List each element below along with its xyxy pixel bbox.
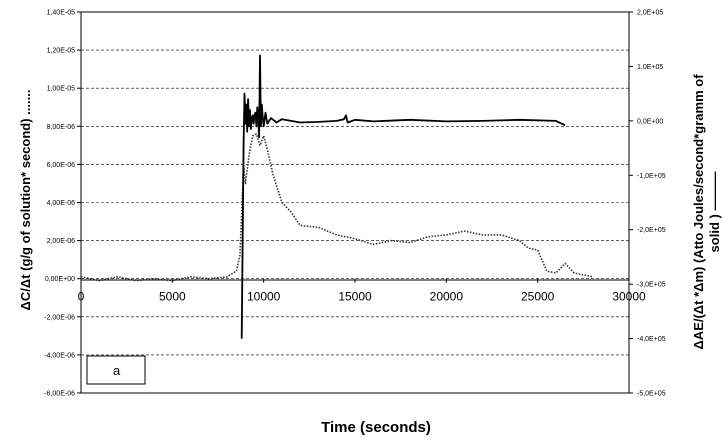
left-tick-label: 4,00E-06 bbox=[47, 200, 76, 207]
x-tick-label: 5000 bbox=[159, 290, 186, 304]
left-tick-label: 1,20E-05 bbox=[47, 48, 76, 55]
x-axis-ticks: 0 5000 10000 15000 20000 25000 30000 bbox=[78, 278, 646, 304]
x-tick-label: 20000 bbox=[430, 290, 464, 304]
right-tick-label: -4,0E+05 bbox=[637, 336, 666, 343]
right-tick-label: -1,0E+05 bbox=[637, 173, 666, 180]
series-dotted-line bbox=[80, 133, 593, 282]
right-axis-ticks: 2,0E+05 1,0E+05 0,0E+00 -1,0E+05 -2,0E+05 -3,… bbox=[629, 10, 666, 398]
x-tick-label: 25000 bbox=[521, 290, 555, 304]
right-tick-label: 2,0E+05 bbox=[637, 10, 663, 17]
x-tick-label: 0 bbox=[78, 290, 85, 304]
right-axis-title-line2: solid ) ——— bbox=[707, 172, 722, 253]
x-tick-label: 10000 bbox=[247, 290, 281, 304]
x-tick-label: 15000 bbox=[338, 290, 372, 304]
left-axis-ticks: 1,40E-05 1,20E-05 1,00E-05 8,00E-06 6,00E-06… bbox=[44, 10, 81, 398]
left-tick-label: 1,40E-05 bbox=[47, 10, 76, 17]
series-layer bbox=[80, 54, 593, 339]
left-tick-label: 2,00E-06 bbox=[47, 238, 76, 245]
right-tick-label: 1,0E+05 bbox=[637, 64, 663, 71]
x-tick-label: 30000 bbox=[612, 290, 646, 304]
left-tick-label: -4,00E-06 bbox=[44, 352, 75, 359]
x-axis-title: Time (seconds) bbox=[321, 419, 431, 436]
left-tick-label: 0,00E+00 bbox=[45, 276, 75, 283]
left-tick-label: 1,00E-05 bbox=[47, 86, 76, 93]
left-tick-label: 6,00E-06 bbox=[47, 162, 76, 169]
right-tick-label: 0,0E+00 bbox=[637, 118, 663, 125]
grid-lines bbox=[81, 49, 629, 356]
series-solid-line bbox=[240, 54, 566, 339]
left-axis-title: ΔC/Δt (g/g of solution* second) ....... bbox=[18, 90, 33, 311]
left-tick-label: -2,00E-06 bbox=[44, 314, 75, 321]
right-tick-label: -3,0E+05 bbox=[637, 282, 666, 289]
left-tick-label: 8,00E-06 bbox=[47, 124, 76, 131]
right-tick-label: -2,0E+05 bbox=[637, 227, 666, 234]
right-tick-label: -5,0E+05 bbox=[637, 391, 666, 398]
left-tick-label: -6,00E-06 bbox=[44, 391, 75, 398]
panel-label: a bbox=[113, 363, 121, 378]
right-axis-title-line1: ΔAE/(Δt *Δm) (Atto Joules/second*gramm o… bbox=[691, 74, 706, 350]
panel-label-box: a bbox=[86, 355, 146, 385]
